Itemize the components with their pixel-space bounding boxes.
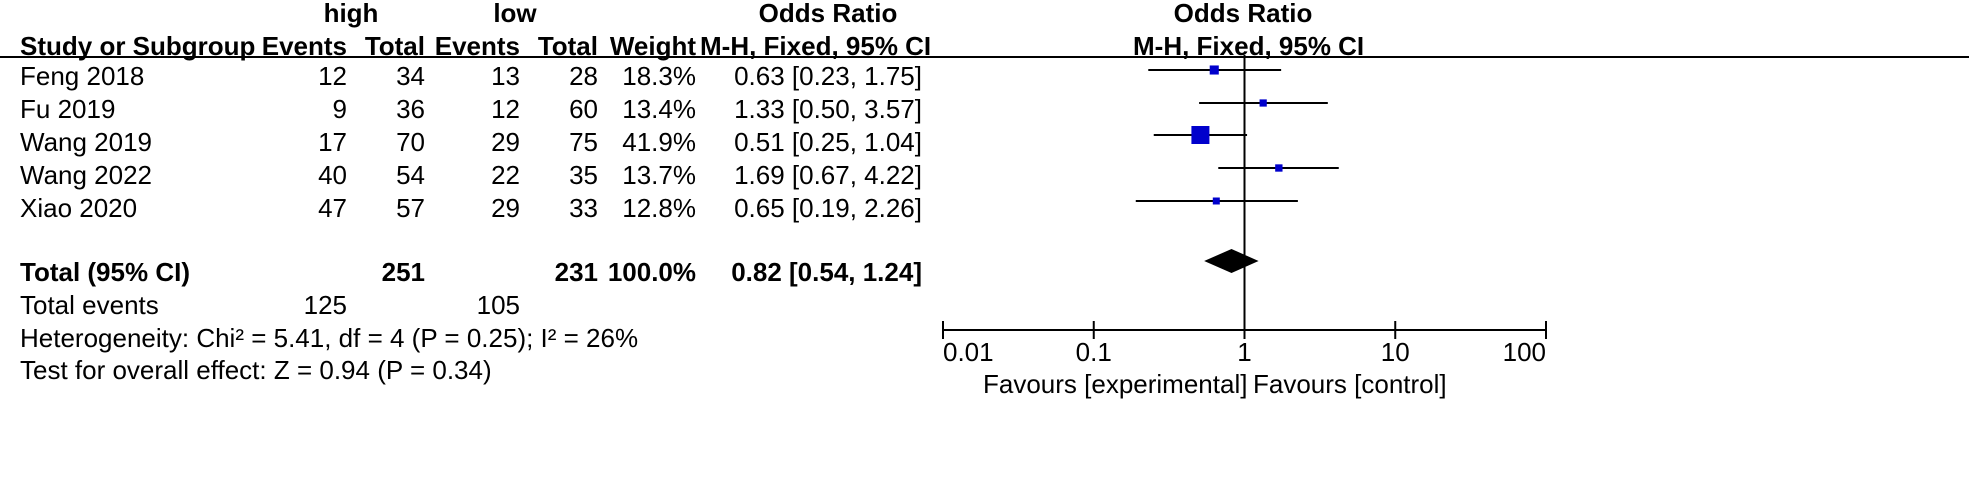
method-table-header: M-H, Fixed, 95% CI [700, 31, 932, 61]
group2-header: low [493, 0, 537, 28]
study-marker [1275, 164, 1283, 172]
study-name: Feng 2018 [20, 61, 145, 91]
study-name: Fu 2019 [20, 94, 116, 124]
study-marker [1191, 126, 1210, 144]
total-t2: 231 [554, 257, 598, 287]
tick-label: 0.1 [1076, 337, 1112, 367]
weight-cell: 13.4% [622, 94, 696, 124]
total1-cell: 57 [396, 193, 425, 223]
total2-cell: 28 [569, 61, 598, 91]
events2-cell: 29 [491, 127, 520, 157]
tick-label: 10 [1381, 337, 1410, 367]
weight-cell: 18.3% [622, 61, 696, 91]
tick-label: 0.01 [943, 337, 994, 367]
total-events-label: Total events [20, 290, 159, 320]
or-table-header: Odds Ratio [758, 0, 898, 28]
tick-label: 1 [1237, 337, 1251, 367]
or-plot-header: Odds Ratio [1173, 0, 1313, 28]
overall-effect-text: Test for overall effect: Z = 0.94 (P = 0… [20, 355, 492, 385]
study-marker [1259, 99, 1267, 107]
study-marker [1209, 65, 1219, 75]
events2-cell: 29 [491, 193, 520, 223]
header-rule [0, 56, 1969, 58]
events2-header: Events [434, 31, 520, 61]
total-weight: 100.0% [607, 257, 696, 287]
study-header: Study or Subgroup [20, 31, 256, 61]
group1-header: high [323, 0, 379, 28]
total1-cell: 34 [396, 61, 425, 91]
study-name: Wang 2022 [20, 160, 153, 190]
events2-cell: 22 [491, 160, 520, 190]
total-events-e1: 125 [303, 290, 347, 320]
events2-cell: 13 [491, 61, 520, 91]
total2-cell: 75 [569, 127, 598, 157]
events1-cell: 9 [332, 94, 347, 124]
total2-header: Total [537, 31, 598, 61]
study-name: Xiao 2020 [20, 193, 138, 223]
total2-cell: 33 [569, 193, 598, 223]
events1-cell: 47 [318, 193, 347, 223]
total-ci: 0.82 [0.54, 1.24] [731, 257, 922, 287]
total2-cell: 35 [569, 160, 598, 190]
weight-header: Weight [609, 31, 696, 61]
events1-cell: 17 [318, 127, 347, 157]
weight-cell: 12.8% [622, 193, 696, 223]
ci-cell: 0.63 [0.23, 1.75] [734, 61, 922, 91]
weight-cell: 13.7% [622, 160, 696, 190]
events1-cell: 40 [318, 160, 347, 190]
favours-right-label: Favours [control] [1253, 369, 1447, 399]
events1-header: Events [261, 31, 347, 61]
ci-cell: 0.51 [0.25, 1.04] [734, 127, 922, 157]
total1-header: Total [364, 31, 425, 61]
ci-cell: 0.65 [0.19, 2.26] [734, 193, 922, 223]
total-t1: 251 [381, 257, 425, 287]
events2-cell: 12 [491, 94, 520, 124]
heterogeneity-text: Heterogeneity: Chi² = 5.41, df = 4 (P = … [20, 323, 639, 353]
total-events-e2: 105 [476, 290, 520, 320]
total1-cell: 54 [396, 160, 425, 190]
total-label: Total (95% CI) [20, 257, 190, 287]
tick-label: 100 [1503, 337, 1546, 367]
ci-cell: 1.33 [0.50, 3.57] [734, 94, 922, 124]
favours-left-label: Favours [experimental] [983, 369, 1248, 399]
events1-cell: 12 [318, 61, 347, 91]
total1-cell: 36 [396, 94, 425, 124]
method-plot-header: M-H, Fixed, 95% CI [1133, 31, 1365, 61]
study-name: Wang 2019 [20, 127, 153, 157]
weight-cell: 41.9% [622, 127, 696, 157]
pooled-diamond [1204, 249, 1259, 273]
total2-cell: 60 [569, 94, 598, 124]
ci-cell: 1.69 [0.67, 4.22] [734, 160, 922, 190]
total1-cell: 70 [396, 127, 425, 157]
study-marker [1212, 197, 1220, 205]
